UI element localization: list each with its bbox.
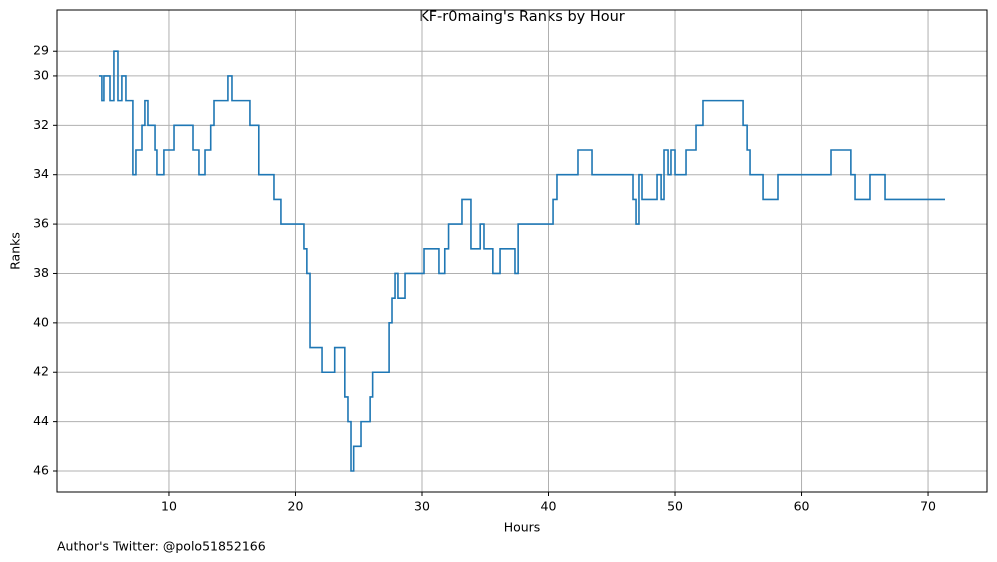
y-tick-label: 29: [33, 43, 49, 58]
y-tick-label: 34: [33, 166, 49, 181]
y-tick-label: 40: [33, 314, 49, 329]
step-line: [99, 50, 945, 472]
axes-frame: [56, 9, 988, 493]
y-tick-label: 46: [33, 463, 49, 478]
y-tick-label: 36: [33, 216, 49, 231]
x-tick-label: 10: [161, 499, 177, 514]
y-axis-label: Ranks: [8, 232, 23, 270]
footnote: Author's Twitter: @polo51852166: [57, 539, 266, 554]
x-tick-label: 70: [920, 499, 936, 514]
y-tick-label: 38: [33, 265, 49, 280]
x-axis-label: Hours: [504, 520, 541, 535]
y-tick-label: 32: [33, 117, 49, 132]
y-tick-label: 30: [33, 67, 49, 82]
chart-title: KF-r0maing's Ranks by Hour: [419, 9, 625, 25]
y-tick-label: 44: [33, 413, 49, 428]
x-tick-label: 30: [414, 499, 430, 514]
x-tick-label: 60: [794, 499, 810, 514]
x-tick-label: 20: [288, 499, 304, 514]
x-tick-label: 50: [667, 499, 683, 514]
plot-area: 10 20 30 40 50 60 70 29 30 32 34 36 38 40 42 44 46: [33, 10, 987, 514]
x-tick-label: 40: [541, 499, 557, 514]
y-tick-label: 42: [33, 364, 49, 379]
